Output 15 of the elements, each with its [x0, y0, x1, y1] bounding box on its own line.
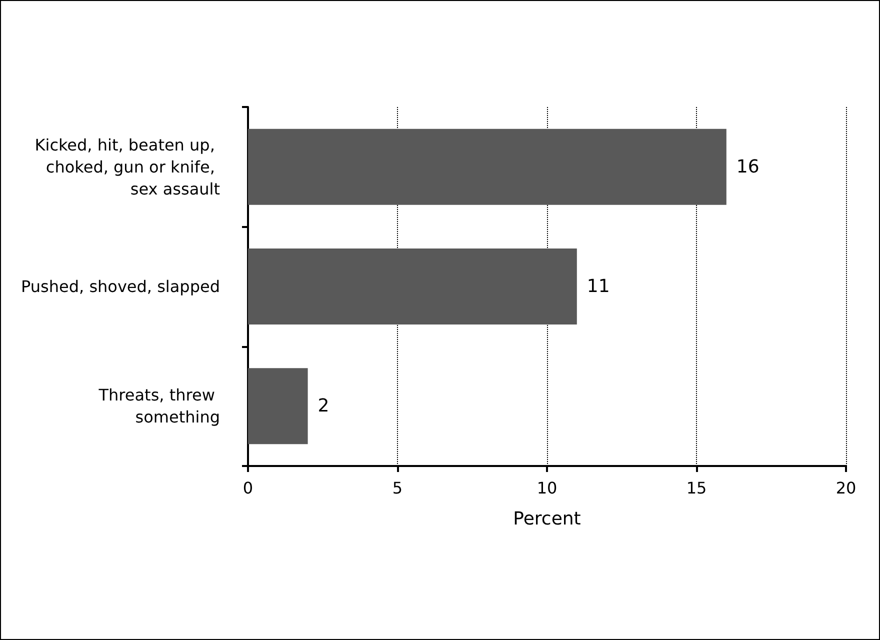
y-tick-label: Pushed, shoved, slapped	[21, 277, 220, 296]
x-tick-label: 10	[536, 478, 558, 498]
x-tick-label: 15	[686, 478, 707, 498]
y-tick-label: Kicked, hit, beaten up, choked, gun or knife, sex assault	[34, 135, 220, 198]
x-axis-title: Percent	[513, 508, 581, 530]
x-tick-label: 5	[392, 478, 403, 498]
x-tick-label: 20	[836, 478, 856, 498]
data-label: 2	[318, 396, 330, 417]
bar	[248, 128, 726, 205]
data-label: 11	[586, 276, 610, 297]
bar	[248, 248, 577, 324]
y-tick-label: Threats, threw something	[98, 386, 220, 427]
data-label: 16	[736, 156, 760, 178]
bar	[248, 368, 308, 444]
x-tick-label: 0	[242, 478, 254, 498]
